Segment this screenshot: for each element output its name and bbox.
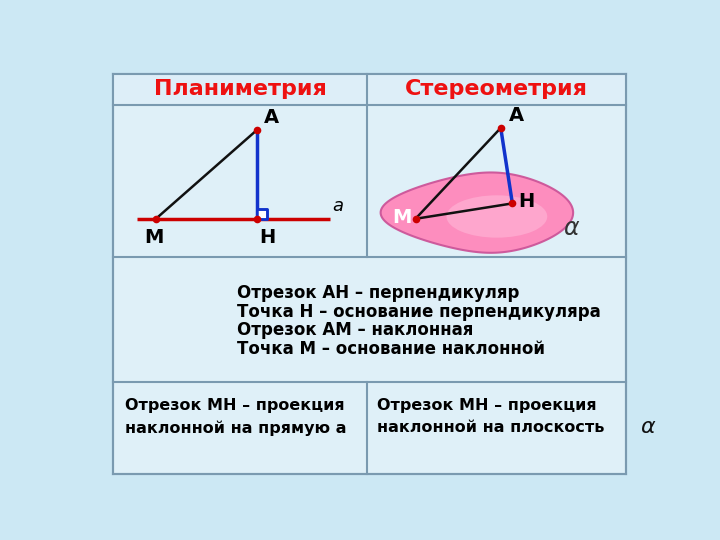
Text: $\alpha$: $\alpha$ (563, 216, 580, 240)
Polygon shape (256, 209, 266, 219)
Text: а: а (333, 197, 343, 215)
Text: Стереометрия: Стереометрия (405, 79, 588, 99)
Ellipse shape (446, 195, 547, 238)
Bar (113, 74, 626, 105)
Text: Н: Н (260, 228, 276, 247)
Text: Точка Н – основание перпендикуляра: Точка Н – основание перпендикуляра (238, 303, 601, 321)
Text: A: A (508, 106, 523, 125)
Text: Отрезок АН – перпендикуляр: Отрезок АН – перпендикуляр (238, 285, 520, 302)
Text: Н: Н (518, 192, 535, 211)
Text: Отрезок МН – проекция
наклонной на прямую а: Отрезок МН – проекция наклонной на пряму… (125, 397, 346, 436)
Text: Планиметрия: Планиметрия (154, 79, 327, 99)
Text: М: М (144, 228, 163, 247)
Text: A: A (264, 108, 279, 127)
Text: $\alpha$: $\alpha$ (640, 417, 657, 437)
Text: Отрезок МН – проекция
наклонной на плоскость: Отрезок МН – проекция наклонной на плоск… (377, 398, 610, 435)
Text: Точка М – основание наклонной: Точка М – основание наклонной (238, 340, 545, 358)
Text: М: М (392, 208, 412, 227)
Text: Отрезок АМ – наклонная: Отрезок АМ – наклонная (238, 321, 474, 340)
PathPatch shape (381, 172, 573, 253)
